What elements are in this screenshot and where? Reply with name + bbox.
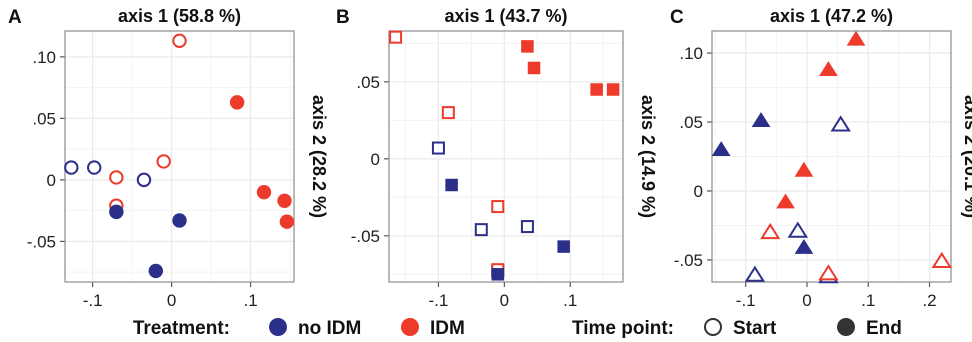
data-point <box>109 170 124 185</box>
data-point <box>520 220 534 234</box>
panel-letter: A <box>8 7 22 28</box>
y-tick-label: -.05 <box>674 251 703 270</box>
data-point <box>136 172 152 188</box>
x-tick-label: .1 <box>563 291 577 310</box>
x-tick-label: 0 <box>500 291 509 310</box>
legend-treatment-swatch <box>269 318 287 336</box>
legend-treatment-label: IDM <box>430 318 465 339</box>
data-point <box>776 193 795 209</box>
data-point <box>590 83 603 96</box>
y-tick-label: .10 <box>32 48 56 67</box>
y-tick-label: .05 <box>356 73 380 92</box>
plot-background <box>65 31 294 282</box>
data-point <box>256 184 272 200</box>
data-point <box>441 106 455 120</box>
y-tick-label: .05 <box>32 109 56 128</box>
data-point <box>527 61 541 75</box>
y-tick-label: -.05 <box>351 227 380 246</box>
data-point <box>557 240 570 253</box>
data-point <box>794 161 814 177</box>
data-point <box>491 200 505 214</box>
x-tick-label: -.1 <box>736 291 756 310</box>
data-point <box>445 178 458 192</box>
data-point <box>521 40 534 53</box>
legend-treatment-label: no IDM <box>298 318 361 339</box>
x-tick-label: .1 <box>243 291 257 310</box>
data-point <box>148 263 164 279</box>
legend-time-swatch <box>837 318 855 336</box>
panel-letter: B <box>336 7 350 28</box>
data-point <box>794 239 814 254</box>
data-point <box>279 214 295 229</box>
data-point <box>606 83 620 96</box>
x-axis-title: axis 1 (47.2 %) <box>770 6 893 26</box>
data-point <box>277 193 292 208</box>
legend-time-title: Time point: <box>572 318 674 339</box>
data-point <box>389 30 403 44</box>
panel-a: -.1 0 .1 -.05 0 .05 .10 A axis 1 (58.8 %) axis 2 … <box>8 6 329 310</box>
y-tick-label: .05 <box>679 113 703 132</box>
y-axis-title: axis 2 (14.9 %) <box>638 95 658 218</box>
data-point <box>229 95 245 110</box>
x-tick-label: .1 <box>861 291 875 310</box>
panel-c: -.1 0 .1 .2 -.05 0 .05 .10 C axis 1 (47.2 %) axis … <box>670 6 972 310</box>
x-tick-label: -.1 <box>83 291 103 310</box>
data-point <box>64 160 79 175</box>
y-axis-title: axis 2 (20.1 %) <box>961 95 972 218</box>
x-tick-label: 0 <box>167 291 176 310</box>
data-point <box>931 251 953 268</box>
plot-frame <box>388 30 624 283</box>
data-point <box>172 213 187 228</box>
data-point <box>818 264 839 281</box>
data-point <box>711 141 731 156</box>
y-tick-label: 0 <box>694 182 703 201</box>
legend-treatment-swatch <box>401 318 419 336</box>
data-point <box>431 141 445 155</box>
data-point <box>760 222 781 240</box>
panel-b: -.1 0 .1 -.05 0 .05 B axis 1 (43.7 %) axis 2 (14… <box>336 6 658 310</box>
legend: Treatment: no IDM IDM Time point: Start End <box>133 318 902 339</box>
y-tick-label: .10 <box>679 44 703 63</box>
x-tick-label: 0 <box>802 291 811 310</box>
data-point <box>474 223 488 237</box>
data-point <box>87 160 102 175</box>
data-point <box>751 112 771 127</box>
x-tick-label: .2 <box>922 291 936 310</box>
plot-background <box>389 31 623 282</box>
legend-treatment-title: Treatment: <box>133 318 230 339</box>
y-axis-title: axis 2 (28.2 %) <box>309 95 329 218</box>
panel-letter: C <box>670 7 684 28</box>
y-tick-label: 0 <box>371 150 380 169</box>
legend-time-label: Start <box>733 318 777 339</box>
plot-frame <box>64 30 295 283</box>
data-point <box>819 61 838 76</box>
data-point <box>744 265 766 282</box>
data-point <box>787 221 809 238</box>
data-point <box>109 204 124 220</box>
data-point <box>846 30 866 46</box>
legend-time-swatch <box>704 318 722 336</box>
data-point <box>156 154 171 169</box>
data-point <box>830 115 851 132</box>
x-tick-label: -.1 <box>429 291 449 310</box>
y-tick-label: 0 <box>47 171 56 190</box>
data-point <box>491 268 505 281</box>
data-point <box>172 33 187 49</box>
legend-time-label: End <box>866 318 902 339</box>
y-tick-label: -.05 <box>27 232 56 251</box>
x-axis-title: axis 1 (43.7 %) <box>444 6 567 26</box>
x-axis-title: axis 1 (58.8 %) <box>118 6 241 26</box>
